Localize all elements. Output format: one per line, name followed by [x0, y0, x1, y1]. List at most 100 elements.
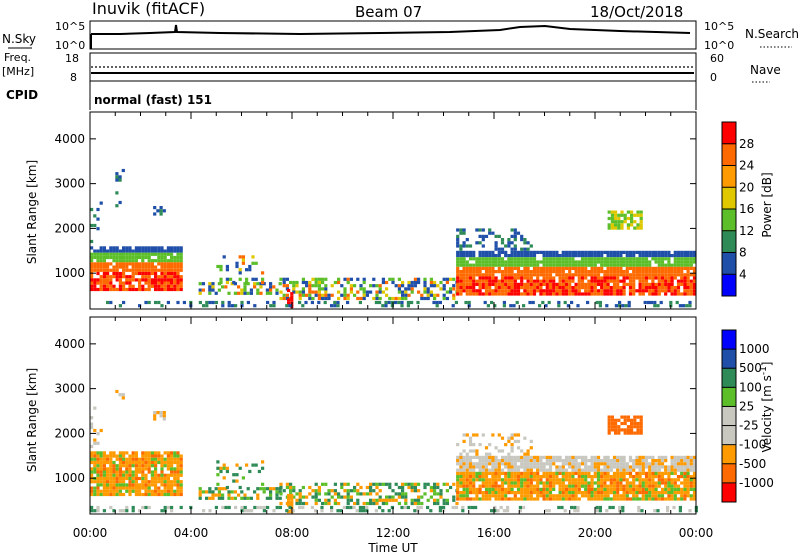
power-cell — [545, 282, 549, 286]
vel-cell — [692, 478, 697, 482]
power-cell — [346, 277, 350, 281]
power-cell — [488, 250, 492, 254]
power-cell — [472, 257, 476, 261]
vel-cell — [561, 475, 565, 479]
power-cell — [333, 280, 337, 285]
power-cell — [407, 287, 411, 291]
power-cell — [256, 288, 260, 292]
power-cell — [99, 252, 103, 256]
vel-cell — [461, 509, 465, 513]
vel-cell — [369, 501, 373, 506]
power-cell — [568, 273, 572, 277]
power-cell — [304, 300, 308, 305]
vel-cell — [667, 478, 671, 482]
power-cell — [488, 266, 492, 270]
power-cell — [134, 287, 138, 292]
vel-cell — [676, 484, 681, 488]
power-cell — [464, 300, 468, 305]
power-cell — [683, 250, 687, 254]
vel-cell — [542, 468, 546, 472]
vel-cell — [510, 443, 514, 447]
power-cell — [644, 260, 649, 264]
power-cell — [324, 277, 328, 281]
vel-cell — [648, 494, 652, 498]
vel-cell — [513, 475, 517, 479]
power-cell — [96, 268, 100, 272]
power-cell — [624, 304, 628, 308]
vel-cell — [603, 487, 607, 491]
vel-cell — [465, 478, 469, 482]
vel-cell — [491, 475, 495, 479]
vel-cell — [401, 492, 405, 496]
vel-cell — [523, 487, 527, 491]
power-cell — [417, 277, 421, 281]
power-cell — [683, 263, 687, 267]
power-cell — [211, 300, 215, 305]
vel-cell — [256, 487, 260, 491]
vel-cell — [150, 464, 154, 468]
vel-cell — [475, 494, 479, 498]
power-cell — [468, 292, 473, 296]
vel-cell — [545, 481, 549, 485]
vel-cell — [173, 473, 177, 477]
power-cell — [253, 285, 257, 289]
power-cell — [673, 289, 677, 293]
power-cell — [563, 300, 567, 305]
power-cell — [459, 231, 463, 235]
vel-cell — [654, 491, 658, 495]
power-cell — [115, 255, 119, 260]
vel-cell — [125, 489, 129, 493]
vel-cell — [532, 484, 537, 488]
power-cell — [620, 223, 624, 227]
power-cell — [468, 244, 473, 248]
power-cell — [375, 284, 379, 288]
vel-cell — [436, 482, 440, 486]
vel-cell — [436, 492, 440, 496]
power-cell — [426, 287, 430, 291]
power-cell — [667, 257, 671, 261]
power-cell — [343, 290, 347, 294]
vel-cell — [298, 492, 302, 496]
power-cell — [323, 300, 327, 305]
vel-cell — [612, 494, 617, 498]
vel-cell — [500, 491, 505, 495]
power-cell — [484, 279, 489, 283]
vel-cell — [548, 494, 553, 498]
power-cell — [664, 276, 668, 280]
vel-cell — [510, 471, 514, 475]
vel-cell — [555, 455, 559, 459]
power-cell — [141, 284, 145, 288]
vel-cell — [574, 455, 578, 459]
power-cell — [497, 263, 501, 267]
vel-cell — [520, 481, 524, 485]
power-cell — [93, 249, 97, 253]
power-cell — [491, 266, 495, 270]
power-cell — [507, 257, 511, 261]
power-cell — [122, 259, 126, 263]
power-cell — [118, 259, 122, 263]
vel-cell — [404, 501, 408, 506]
vel-cell — [657, 462, 661, 466]
vel-cell — [128, 486, 132, 490]
vel-cell — [285, 509, 289, 513]
vel-cell — [558, 497, 562, 501]
vel-cell — [619, 497, 623, 501]
vel-cell — [456, 471, 460, 475]
vel-cell — [96, 486, 100, 490]
power-cell — [612, 276, 617, 280]
vel-cell — [555, 471, 559, 475]
power-cell — [478, 279, 482, 283]
vel-cell — [619, 475, 623, 479]
cpid-label: CPID — [6, 88, 38, 102]
power-cell — [635, 289, 639, 293]
power-cell — [93, 268, 97, 272]
power-cell — [664, 257, 668, 261]
vel-cell — [545, 494, 549, 498]
vel-cell — [96, 476, 100, 481]
vel-cell — [635, 484, 639, 488]
power-cell — [689, 286, 693, 290]
vel-cell — [593, 497, 597, 501]
power-cell — [600, 276, 604, 280]
power-cell — [616, 270, 620, 274]
vel-cell — [478, 443, 482, 447]
